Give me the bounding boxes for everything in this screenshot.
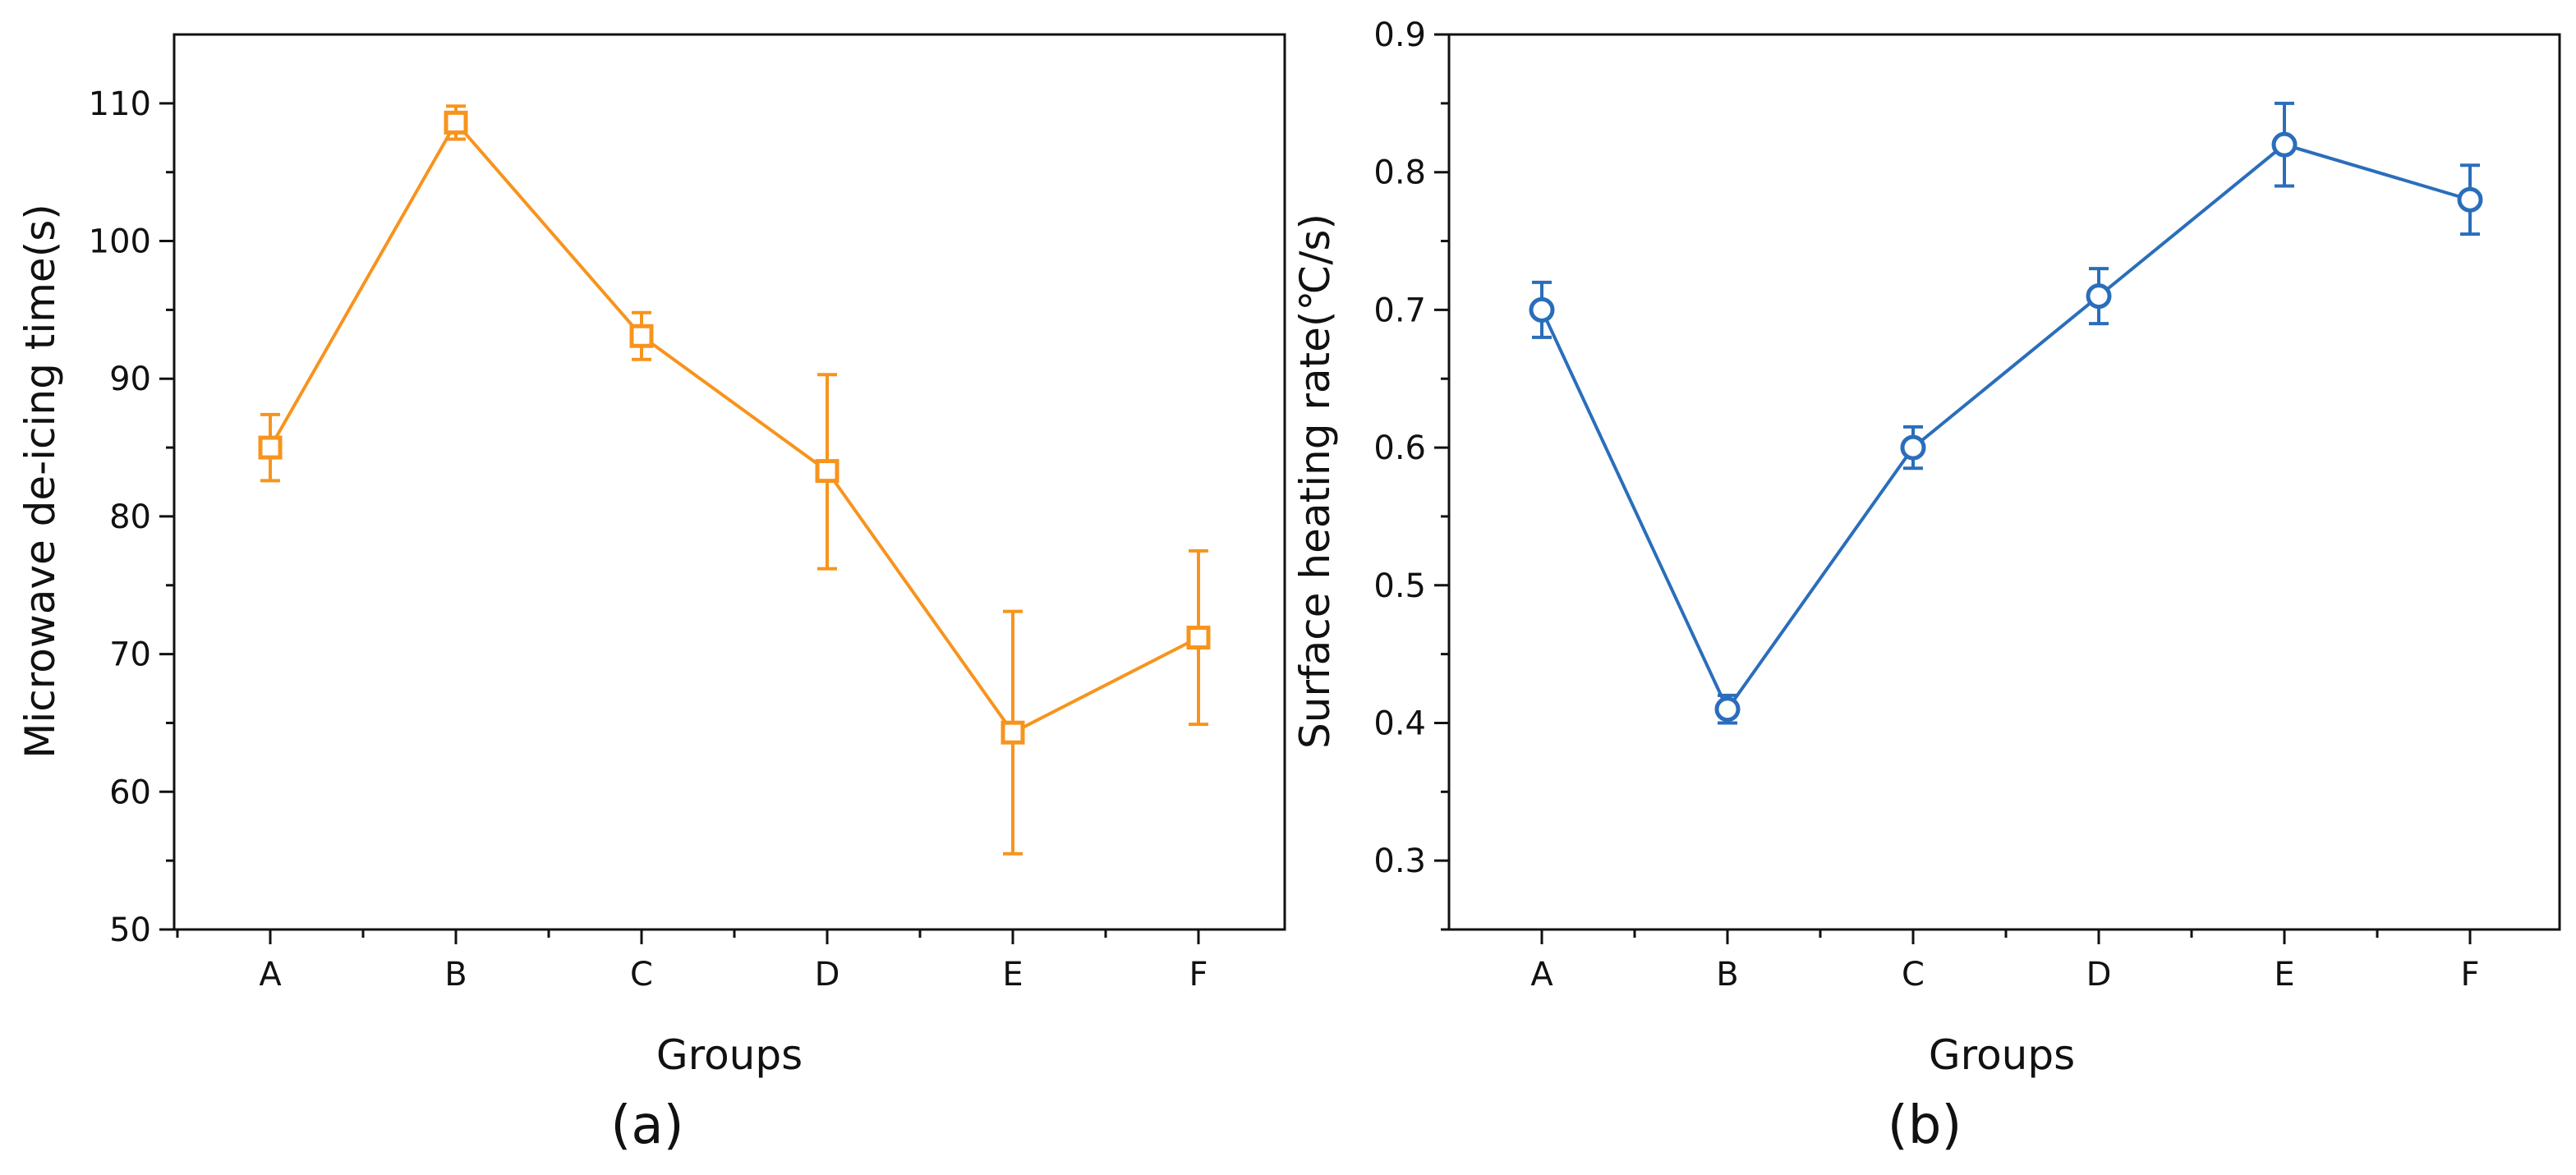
chart-b-xtick-label: D	[2086, 956, 2112, 994]
chart-a-xtick-label: C	[630, 956, 653, 994]
chart-b-ytick-label: 0.4	[1373, 705, 1426, 742]
chart-a-plot-frame	[172, 33, 1286, 931]
chart-b-xtick-label: F	[2460, 956, 2479, 994]
chart-a-ylabel: Microwave de-icing time(s)	[16, 204, 64, 759]
chart-b: Surface heating rate(℃/s) Groups (b) 0.3…	[1291, 16, 2561, 1156]
chart-b-data-point	[1529, 296, 1555, 323]
chart-a-ytick-label: 110	[89, 85, 151, 123]
chart-a-ytick-label: 60	[109, 773, 151, 811]
chart-b-ylabel: Surface heating rate(℃/s)	[1291, 213, 1339, 749]
chart-b-panel-label: (b)	[1888, 1095, 1962, 1156]
chart-a-xtick-label: B	[444, 956, 467, 994]
chart-b-data-point	[2271, 131, 2298, 158]
chart-a-xtick-label: E	[1002, 956, 1023, 994]
chart-a-data-point	[258, 435, 283, 460]
chart-a-ytick-label: 80	[109, 498, 151, 536]
chart-b-series-line	[1540, 142, 2471, 713]
chart-b-ytick-label: 0.8	[1373, 154, 1426, 192]
chart-a-xtick-label: A	[259, 956, 282, 994]
chart-a-panel-label: (a)	[610, 1095, 683, 1156]
chart-a-data-point	[1186, 625, 1211, 649]
chart-b-data-point	[1900, 434, 1926, 461]
chart-a-ytick-label: 70	[109, 636, 151, 674]
chart-a: Microwave de-icing time(s) Groups (a) 50…	[16, 33, 1286, 1156]
chart-b-data-point	[1714, 696, 1741, 723]
chart-b-xtick-label: E	[2274, 956, 2294, 994]
chart-a-data-point	[444, 110, 468, 135]
chart-b-xtick-label: B	[1716, 956, 1738, 994]
chart-b-ytick-label: 0.7	[1373, 291, 1426, 329]
chart-b-ytick-label: 0.9	[1373, 16, 1426, 54]
chart-a-series-line	[269, 119, 1199, 735]
chart-b-ytick-label: 0.3	[1373, 842, 1426, 880]
chart-a-ytick-label: 90	[109, 360, 151, 398]
chart-b-data-point	[2086, 283, 2112, 310]
chart-a-data-point	[1000, 720, 1025, 745]
chart-a-xtick-label: F	[1189, 956, 1208, 994]
chart-b-ytick-label: 0.6	[1373, 429, 1426, 467]
chart-b-ytick-label: 0.5	[1373, 567, 1426, 605]
chart-a-xlabel: Groups	[656, 1031, 803, 1079]
chart-a-data-point	[815, 459, 840, 484]
chart-b-xtick-label: A	[1530, 956, 1553, 994]
chart-a-ytick-label: 100	[89, 223, 151, 261]
chart-a-data-point	[629, 324, 654, 348]
chart-b-xlabel: Groups	[1929, 1031, 2075, 1079]
chart-a-xtick-label: D	[815, 956, 840, 994]
chart-b-xtick-label: C	[1902, 956, 1925, 994]
chart-b-data-point	[2457, 186, 2483, 213]
chart-a-ytick-label: 50	[109, 911, 151, 949]
chart-b-plot-frame	[1447, 33, 2561, 931]
